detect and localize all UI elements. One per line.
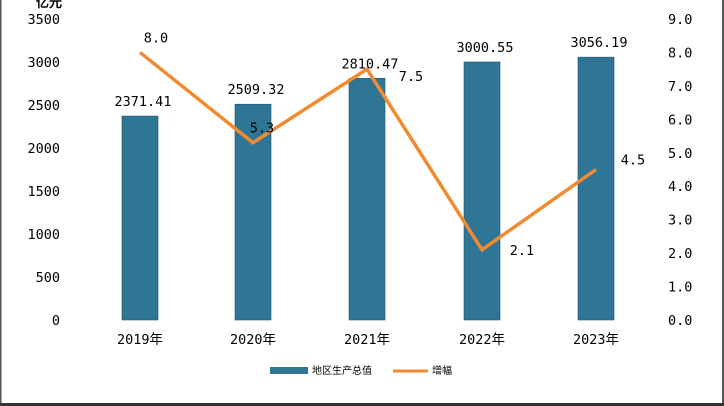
line-value-label: 7.5 [399,69,423,85]
y-left-tick-label: 0 [52,313,60,329]
bar-value-label: 3000.55 [457,40,514,56]
legend: 地区生产总值 增幅 [270,364,452,377]
y-right-tick-label: 8.0 [668,45,692,61]
bar [121,115,159,321]
y-right-tick-label: 4.0 [668,179,692,195]
frame-bottom [0,403,724,406]
x-category-label: 2023年 [573,332,619,348]
line-value-label: 8.0 [144,30,168,46]
y-left-tick-label: 2500 [27,98,60,114]
x-category-label: 2020年 [230,332,276,348]
y-left-tick-label: 1500 [27,184,60,200]
x-category-label: 2021年 [344,332,390,348]
x-category-label: 2019年 [117,332,163,348]
y-right-tick-label: 9.0 [668,12,692,28]
y-left-tick-label: 500 [36,270,60,286]
frame-right [722,0,724,406]
y-left-tick-label: 3000 [27,55,60,71]
line-value-label: 2.1 [510,243,534,259]
left-axis-unit: 亿元 [36,0,62,11]
legend-bar-swatch [270,367,308,374]
y-left-tick-label: 1000 [27,227,60,243]
y-right-tick-label: 7.0 [668,79,692,95]
growth-line [138,51,598,253]
bar [463,61,501,321]
y-left-tick-label: 2000 [27,141,60,157]
y-left-tick-label: 3500 [27,12,60,28]
legend-bar-label: 地区生产总值 [312,364,372,377]
bar-value-label: 2371.41 [115,94,172,110]
y-right-tick-label: 5.0 [668,146,692,162]
legend-line-label: 增幅 [432,364,452,377]
bar-value-label: 2509.32 [228,82,285,98]
bar [234,103,272,321]
bar-value-label: 3056.19 [571,35,628,51]
bar [577,56,615,321]
y-right-tick-label: 2.0 [668,246,692,262]
bar-value-label: 2810.47 [342,56,399,72]
y-right-tick-label: 1.0 [668,280,692,296]
bar [348,77,386,321]
line-value-label: 4.5 [621,153,645,169]
frame-left [0,0,2,406]
y-right-tick-label: 3.0 [668,213,692,229]
line-value-label: 5.3 [250,121,274,137]
x-category-label: 2022年 [459,332,505,348]
y-right-tick-label: 0.0 [668,313,692,329]
y-right-tick-label: 6.0 [668,112,692,128]
